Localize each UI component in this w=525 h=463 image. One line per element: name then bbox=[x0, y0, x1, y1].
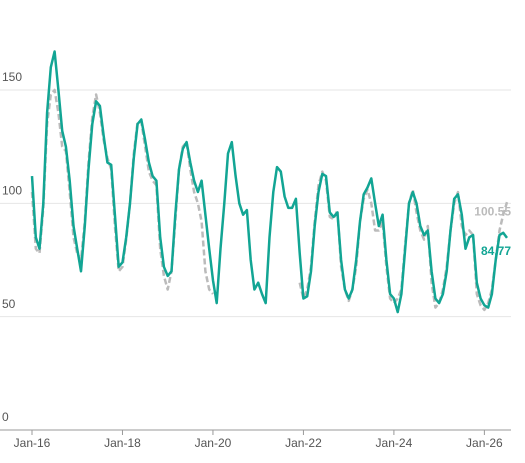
x-tick-label: Jan-26 bbox=[466, 436, 503, 450]
x-tick-label: Jan-18 bbox=[104, 436, 141, 450]
x-tick-label: Jan-22 bbox=[285, 436, 322, 450]
end-label: 100.55 bbox=[474, 204, 511, 218]
y-tick-label: 100 bbox=[2, 184, 22, 198]
y-tick-label: 0 bbox=[2, 410, 9, 424]
x-tick-label: Jan-20 bbox=[195, 436, 232, 450]
y-tick-label: 50 bbox=[2, 297, 16, 311]
x-tick-label: Jan-16 bbox=[14, 436, 51, 450]
end-label: 84.77 bbox=[481, 244, 511, 258]
x-tick-label: Jan-24 bbox=[376, 436, 413, 450]
line bbox=[30, 50, 509, 314]
y-tick-label: 150 bbox=[2, 70, 22, 84]
